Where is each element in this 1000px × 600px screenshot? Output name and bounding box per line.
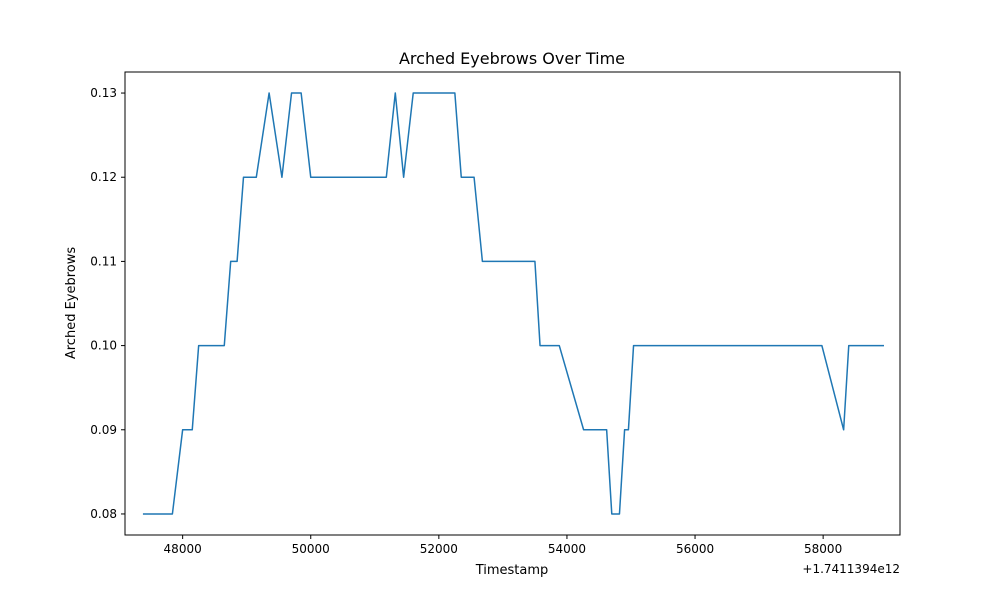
x-tick-label: 48000 (164, 542, 202, 556)
y-tick-label: 0.11 (90, 254, 117, 268)
y-axis-label: Arched Eyebrows (64, 247, 79, 360)
x-axis-offset-label: +1.7411394e12 (802, 562, 900, 576)
x-tick-label: 54000 (548, 542, 586, 556)
y-tick-label: 0.09 (90, 423, 117, 437)
x-tick-label: 58000 (804, 542, 842, 556)
y-tick-label: 0.08 (90, 507, 117, 521)
plot-area (124, 71, 901, 536)
x-axis-label: Timestamp (475, 563, 549, 578)
y-tick-label: 0.10 (90, 339, 117, 353)
x-axis: 48000 50000 52000 54000 56000 58000 (164, 535, 842, 556)
x-tick-label: 56000 (676, 542, 714, 556)
x-tick-label: 52000 (420, 542, 458, 556)
y-tick-label: 0.13 (90, 86, 117, 100)
chart-title: Arched Eyebrows Over Time (399, 49, 625, 68)
y-tick-label: 0.12 (90, 170, 117, 184)
series-line (142, 92, 884, 515)
x-tick-label: 50000 (292, 542, 330, 556)
y-axis: 0.08 0.09 0.10 0.11 0.12 0.13 (90, 86, 125, 521)
